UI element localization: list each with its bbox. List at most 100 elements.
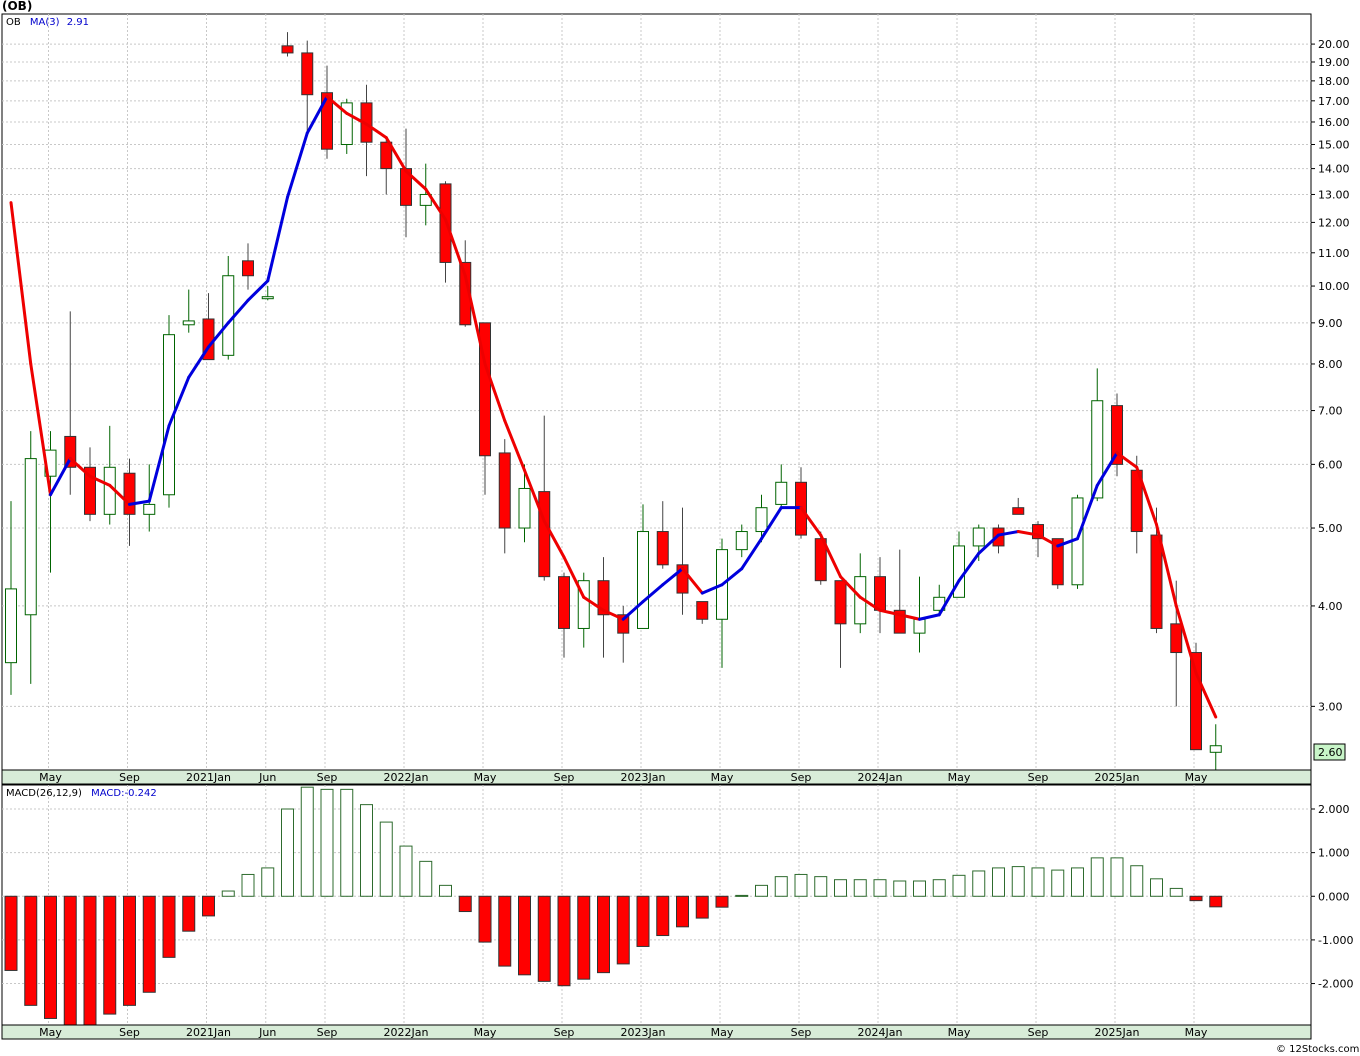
macd-bar (1090, 857, 1104, 897)
candle-body (261, 296, 274, 300)
ma-segment (384, 136, 408, 173)
candle-body (676, 564, 689, 594)
ma-segment (404, 169, 428, 191)
candle-body (874, 576, 886, 611)
candle-body (301, 52, 314, 96)
candle-body (913, 618, 926, 634)
ma-segment (839, 575, 862, 599)
ma-segment (128, 499, 151, 506)
candle (676, 507, 689, 615)
macd-bar (24, 895, 38, 1006)
macd-bar (577, 895, 591, 980)
legend-symbol: OB (6, 17, 21, 28)
price-tick-label: 18.00 (1318, 75, 1350, 88)
macd-bar (1189, 895, 1203, 902)
ma-segment (483, 362, 507, 423)
price-y-axis: 20.00 19.00 18.00 17.00 16.00 15.00 14.00 13.00… (1311, 38, 1350, 713)
price-date-label: 2021Jan (186, 771, 231, 784)
price-tick-label: 16.00 (1318, 116, 1350, 129)
candle-body (182, 320, 195, 326)
ma-segment (246, 279, 270, 302)
legend-ma-label: MA(3) (30, 17, 60, 28)
macd-bar (478, 895, 492, 943)
ma-segment (582, 595, 605, 612)
ma-segment (29, 362, 52, 497)
candle (834, 580, 847, 668)
price-tick-label: 17.00 (1318, 95, 1350, 108)
macd-bar (142, 895, 156, 993)
macd-date-label: Sep (317, 1026, 338, 1039)
macd-bar (300, 786, 314, 897)
macd-date-band (1, 1024, 1312, 1040)
macd-bar (597, 895, 610, 974)
ma-segment (167, 375, 191, 428)
price-date-label: May (948, 771, 971, 784)
macd-date-label: Sep (554, 1026, 575, 1039)
ma-segment (1174, 604, 1198, 675)
macd-bar (1130, 865, 1144, 897)
macd-bar (814, 876, 828, 897)
candle (1209, 724, 1222, 770)
macd-bar (518, 895, 531, 976)
candle (301, 40, 314, 134)
price-tick-label: 15.00 (1318, 139, 1350, 152)
price-tick-label: 4.00 (1318, 600, 1343, 613)
candle (637, 504, 649, 629)
candle (498, 439, 511, 554)
macd-bar (4, 895, 18, 971)
price-tick-label: 8.00 (1318, 358, 1343, 371)
ma-segment (542, 519, 566, 559)
price-date-label: May (474, 771, 497, 784)
ma-segment (1016, 530, 1040, 537)
candle-body (321, 92, 333, 150)
candle-body (834, 580, 847, 625)
macd-bar (834, 879, 847, 897)
macd-bar (123, 895, 136, 1006)
macd-legend: MACD(26,12,9) MACD:-0.242 (6, 788, 157, 799)
macd-bar (932, 879, 946, 897)
candle (163, 315, 175, 508)
candle (182, 289, 195, 333)
macd-bar (557, 895, 571, 987)
ma-segment (523, 468, 546, 523)
macd-bar (1051, 869, 1065, 897)
ma-segment (858, 595, 882, 612)
macd-bars (4, 786, 1223, 1026)
candle-body (123, 472, 136, 515)
ma-segment (799, 506, 823, 537)
price-tick-label: 6.00 (1318, 458, 1343, 471)
candle-body (1150, 534, 1163, 629)
macd-legend-value: MACD:-0.242 (91, 788, 157, 799)
price-date-label: Sep (317, 771, 338, 784)
ma-segment (621, 600, 645, 621)
ma-segment (937, 579, 961, 617)
candle-body (893, 609, 906, 634)
ma-segment (503, 419, 526, 472)
macd-date-label: 2021Jan (186, 1026, 231, 1039)
macd-bar (695, 895, 709, 919)
ma-segment (207, 321, 230, 349)
candle (577, 572, 590, 648)
candle (1071, 494, 1084, 589)
price-date-label: 2025Jan (1095, 771, 1140, 784)
ma-segment (424, 187, 447, 222)
candle (321, 65, 333, 159)
macd-tick-label: -2.000 (1318, 978, 1353, 991)
candle (242, 243, 254, 290)
macd-bar (261, 867, 275, 897)
macd-tick-label: 2.000 (1318, 803, 1350, 816)
chart-title: (OB) (2, 0, 32, 13)
candle-body (1209, 745, 1222, 753)
candle (518, 464, 531, 543)
macd-bar (221, 890, 235, 897)
macd-bar (182, 895, 196, 932)
ma-segment (88, 474, 112, 487)
candle-body (538, 491, 551, 578)
ma-segment (147, 424, 171, 503)
macd-bar (794, 873, 808, 897)
macd-date-label: 2025Jan (1095, 1026, 1140, 1039)
candle (597, 557, 610, 658)
macd-bar (676, 895, 689, 928)
candle (1012, 497, 1025, 515)
ma-segment (997, 530, 1020, 537)
